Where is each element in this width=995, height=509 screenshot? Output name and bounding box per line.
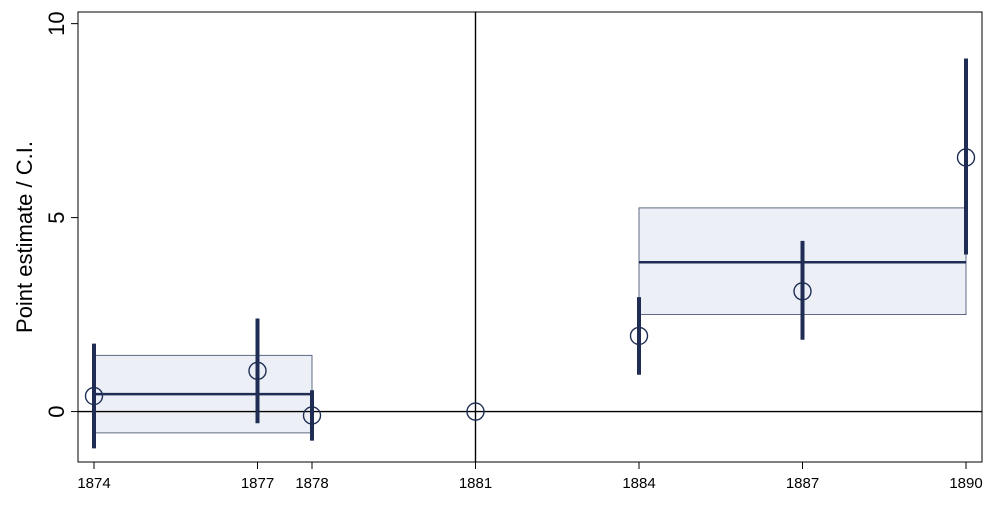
- y-tick-label-0: 0: [44, 405, 69, 417]
- x-tick-label-1881: 1881: [459, 475, 492, 492]
- x-axis: 1874 1877 1878 1881 1884 1887 1890: [77, 462, 983, 492]
- point-marker-1881: [466, 402, 485, 421]
- y-axis-title: Point estimate / C.I.: [12, 141, 37, 333]
- point-marker-1887: [793, 282, 812, 301]
- point-marker-1884: [629, 326, 649, 346]
- y-axis: 0 5 10: [44, 11, 78, 418]
- x-tick-label-1890: 1890: [949, 475, 982, 492]
- point-marker-1878: [302, 406, 322, 425]
- reference-lines: [78, 12, 982, 462]
- point-marker-1890: [956, 148, 976, 167]
- x-tick-label-1874: 1874: [77, 475, 110, 492]
- x-tick-label-1884: 1884: [622, 475, 655, 492]
- point-markers: [84, 148, 976, 425]
- point-marker-1874: [84, 386, 104, 406]
- x-tick-label-1877: 1877: [241, 475, 274, 492]
- y-tick-label-10: 10: [44, 11, 69, 35]
- x-tick-label-1878: 1878: [295, 475, 328, 492]
- ci-bars: [92, 58, 968, 449]
- x-tick-label-1887: 1887: [786, 475, 819, 492]
- point-marker-1877: [248, 361, 267, 381]
- y-tick-label-5: 5: [44, 211, 69, 223]
